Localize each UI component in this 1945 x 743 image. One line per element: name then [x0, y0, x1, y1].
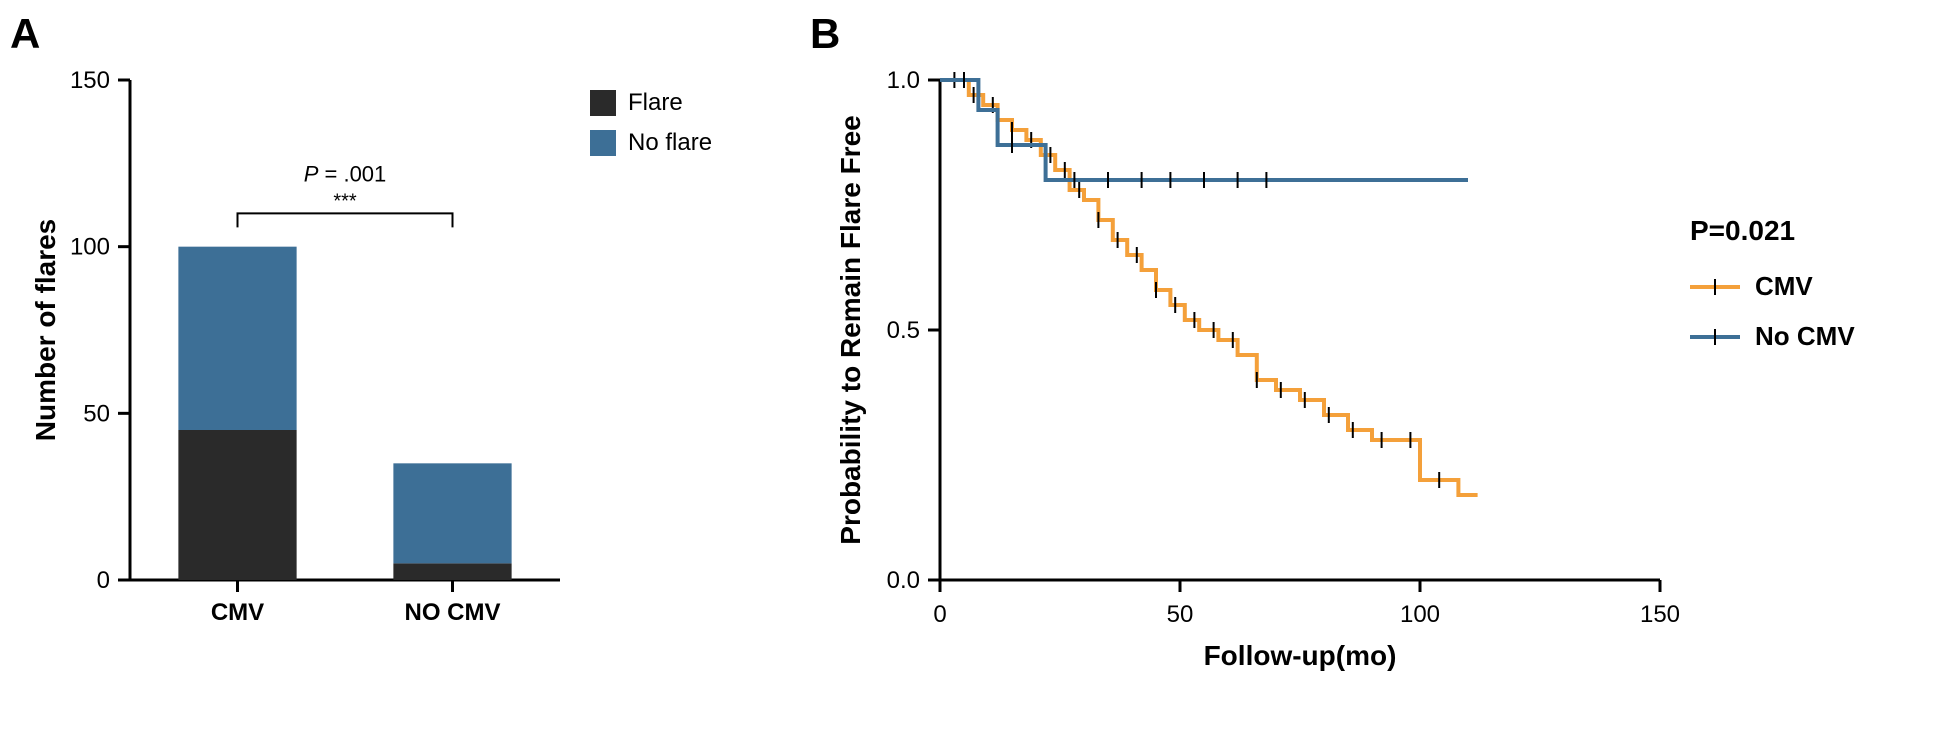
svg-text:150: 150 — [70, 67, 110, 94]
panel-a-label: A — [10, 10, 40, 58]
legend-label: Flare — [628, 89, 683, 116]
svg-text:50: 50 — [1167, 601, 1194, 628]
km-chart: 0.0 0.5 1.0 0 50 100 150 Follow-up(mo) Probabili… — [820, 20, 1940, 690]
legend-label: No flare — [628, 129, 712, 156]
bar-segment — [393, 463, 511, 563]
legend-swatch — [590, 90, 616, 116]
km-curve — [940, 80, 1478, 495]
svg-text:100: 100 — [1400, 601, 1440, 628]
pvalue-text: P=0.021 — [1690, 215, 1795, 246]
bar-segment — [178, 247, 296, 430]
svg-text:P = .001: P = .001 — [304, 161, 387, 186]
svg-text:NO CMV: NO CMV — [405, 599, 501, 626]
svg-text:0.5: 0.5 — [887, 317, 920, 344]
svg-text:0.0: 0.0 — [887, 567, 920, 594]
svg-text:0: 0 — [97, 567, 110, 594]
bar-segment — [393, 563, 511, 580]
svg-text:0: 0 — [933, 601, 946, 628]
svg-text:CMV: CMV — [211, 599, 264, 626]
legend-swatch — [590, 130, 616, 156]
bar-segment — [178, 430, 296, 580]
legend-label: No CMV — [1755, 321, 1855, 351]
panel-b-label: B — [810, 10, 840, 58]
svg-text:100: 100 — [70, 234, 110, 261]
svg-text:Number of flares: Number of flares — [30, 219, 61, 442]
svg-text:Probability to Remain Flare Fr: Probability to Remain Flare Free — [835, 115, 866, 544]
panel-a: A 050100150CMVNO CMVNumber of flares***P… — [20, 20, 760, 670]
svg-text:Follow-up(mo): Follow-up(mo) — [1204, 640, 1397, 671]
legend-label: CMV — [1755, 271, 1813, 301]
svg-text:***: *** — [333, 190, 357, 212]
panel-b: B 0.00.51.0050100150Follow-up(mo)Probabi… — [820, 20, 1940, 690]
svg-text:150: 150 — [1640, 601, 1680, 628]
bar-chart: 0 50 100 150 CMV NO CMV Number of flares *** P =… — [20, 20, 760, 670]
svg-text:1.0: 1.0 — [887, 67, 920, 94]
svg-text:50: 50 — [83, 400, 110, 427]
figure-container: A 050100150CMVNO CMVNumber of flares***P… — [20, 20, 1925, 690]
